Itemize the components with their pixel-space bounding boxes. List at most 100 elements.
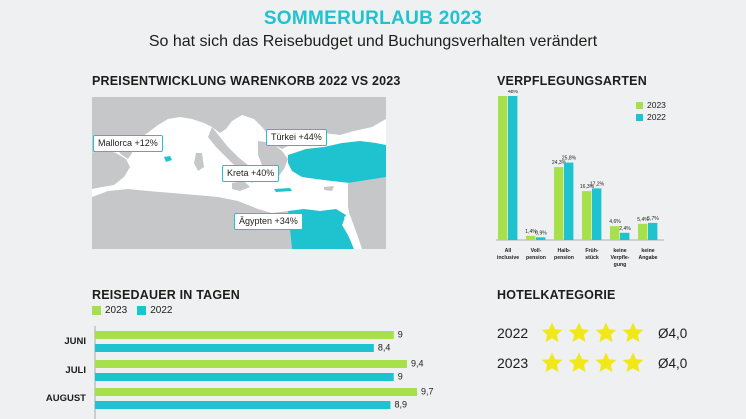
meals-category-label: All	[505, 248, 512, 254]
duration-legend-swatch-2023	[92, 306, 101, 315]
duration-bar-2023	[95, 388, 417, 396]
hotel-row-2022: 2022 Ø4,0	[497, 320, 687, 346]
star-icon	[622, 352, 644, 372]
meals-bar-2023	[498, 96, 508, 240]
meals-category-label: gung	[614, 262, 627, 268]
meals-data-label: 48%	[508, 90, 519, 95]
meals-data-label: 2,4%	[619, 226, 631, 232]
meals-data-label: 5,4%	[637, 217, 649, 223]
meals-category-label: Verpfle-	[610, 255, 629, 261]
meals-data-label: 0,9%	[535, 230, 547, 236]
turkey	[288, 141, 386, 183]
page-title: SOMMERURLAUB 2023	[263, 8, 483, 29]
egypt	[288, 209, 354, 249]
hotel-row-2023: 2023 Ø4,0	[497, 350, 687, 376]
star-icon	[541, 352, 563, 372]
meals-section-title: VERPFLEGUNGSARTEN	[497, 74, 647, 88]
sardinia	[194, 153, 204, 171]
meals-bar-2022	[564, 162, 574, 240]
legend-label-2023: 2023	[647, 100, 666, 110]
meals-data-label: 16,3%	[580, 184, 595, 190]
meals-bar-2023	[582, 191, 592, 240]
star-icon	[568, 322, 590, 342]
meals-data-label: 1,4%	[525, 229, 537, 235]
meals-bar-2022	[536, 237, 546, 240]
meals-category-label: Voll-	[531, 248, 542, 254]
duration-data-label: 9,7	[421, 387, 434, 397]
duration-bar-2022	[95, 401, 391, 409]
duration-category-label: JUNI	[64, 336, 86, 347]
duration-bar-chart: JUNI 9 8,4 JULI 9,4 9 AUGUST 9,7 8,9	[46, 326, 434, 419]
meals-bar-2023	[638, 223, 648, 240]
map-section-title: PREISENTWICKLUNG WARENKORB 2022 VS 2023	[92, 74, 401, 88]
hotel-section-title: HOTELKATEGORIE	[497, 288, 616, 302]
meals-category-label: pension	[554, 255, 574, 261]
duration-legend-label-2022: 2022	[150, 305, 173, 316]
duration-legend: 2023 2022	[92, 305, 173, 316]
meals-bar-2022	[648, 222, 658, 240]
iberia	[92, 149, 130, 189]
duration-bar-2023	[95, 331, 394, 339]
legend-item-2022: 2022	[636, 111, 666, 123]
duration-bar-2022	[95, 344, 374, 352]
meals-category-label: pension	[526, 255, 546, 261]
hotel-average: Ø4,0	[658, 355, 688, 371]
duration-data-label: 9,4	[411, 359, 424, 369]
duration-category-label: JULI	[65, 365, 86, 376]
star-icon	[595, 322, 617, 342]
duration-legend-label-2023: 2023	[105, 305, 128, 316]
map-label-aegypten: Ägypten +34%	[234, 213, 303, 230]
meals-data-label: 4,6%	[609, 219, 621, 225]
page-subtitle: So hat sich das Reisebudget und Buchungs…	[148, 33, 598, 50]
mallorca-island	[164, 156, 172, 162]
legend-label-2022: 2022	[647, 112, 666, 122]
meals-category-label: Halb-	[558, 248, 571, 254]
meals-data-label: 5,7%	[647, 216, 659, 222]
legend-swatch-2022	[636, 113, 643, 121]
duration-bar-2022	[95, 373, 394, 381]
middle-east	[348, 177, 386, 249]
cyprus	[324, 186, 334, 191]
star-rating	[540, 351, 645, 375]
red-sea	[344, 215, 362, 249]
star-icon	[595, 352, 617, 372]
duration-data-label: 9	[398, 372, 403, 382]
duration-data-label: 8,9	[394, 400, 407, 410]
duration-legend-swatch-2022	[137, 306, 147, 315]
meals-bar-2022	[620, 232, 630, 240]
meals-category-label: keine	[613, 248, 626, 254]
duration-category-label: AUGUST	[46, 393, 86, 404]
star-icon	[541, 322, 563, 342]
star-rating	[540, 321, 645, 345]
meals-data-label: 25,8%	[562, 156, 577, 162]
meals-legend: 2023 2022	[636, 99, 666, 123]
meals-category-label: keine	[641, 248, 654, 254]
meals-data-label: 17,2%	[590, 181, 605, 187]
map-label-tuerkei: Türkei +44%	[266, 129, 327, 146]
meals-category-label: Angabe	[638, 255, 657, 261]
meals-bar-2022	[508, 96, 518, 240]
hotel-year: 2023	[497, 355, 529, 371]
europe-landmass	[92, 97, 386, 159]
crete-island	[274, 188, 292, 192]
meals-bar-2023	[526, 235, 536, 240]
north-africa	[92, 189, 292, 249]
meals-bar-2023	[554, 167, 564, 240]
legend-swatch-2023	[636, 101, 643, 109]
meals-category-label: inclusive	[497, 255, 519, 261]
legend-item-2023: 2023	[636, 99, 666, 111]
duration-data-label: 9	[398, 330, 403, 340]
duration-legend-item-2023: 2023	[92, 305, 127, 316]
duration-data-label: 8,4	[378, 343, 391, 353]
map-label-kreta: Kreta +40%	[222, 165, 280, 182]
mediterranean-map	[92, 97, 386, 249]
sicily	[232, 181, 250, 191]
duration-bar-2023	[95, 360, 408, 368]
meals-category-label: stück	[585, 255, 599, 261]
meals-category-label: Früh-	[585, 248, 599, 254]
meals-data-label: 24,3%	[552, 160, 567, 166]
meals-bar-2022	[592, 188, 602, 240]
star-icon	[568, 352, 590, 372]
hotel-average: Ø4,0	[658, 325, 688, 341]
